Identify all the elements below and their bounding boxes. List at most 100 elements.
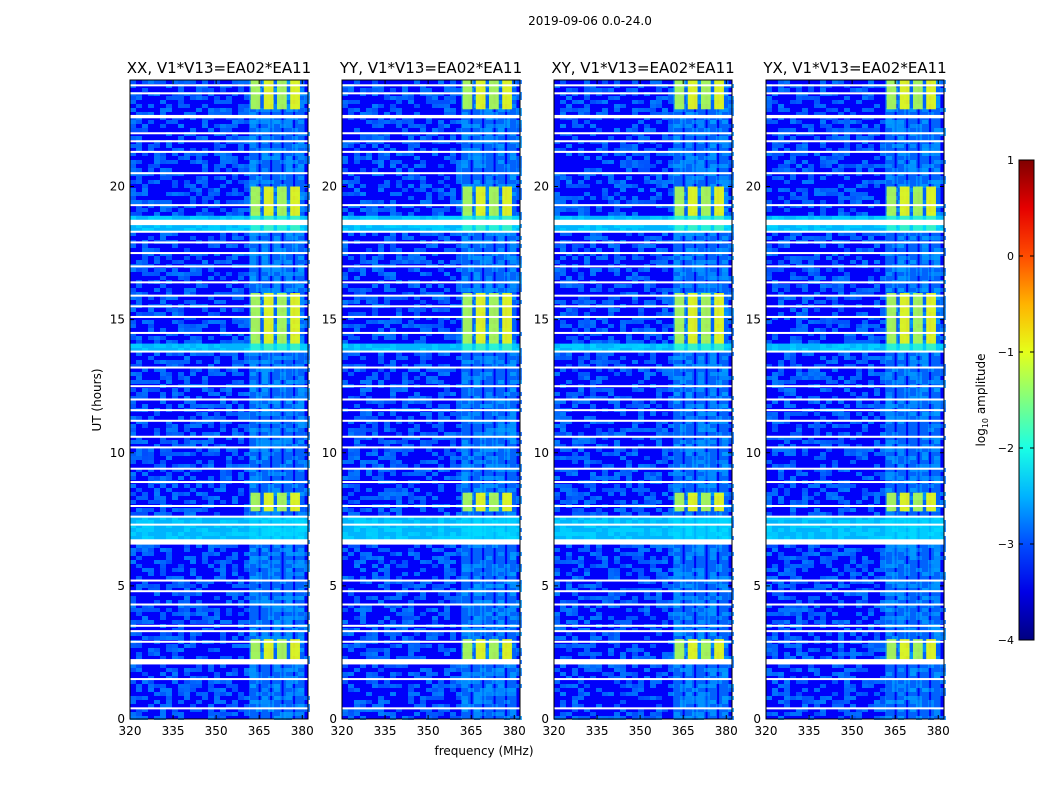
noise-cell [438, 192, 444, 196]
noise-cell [480, 676, 486, 680]
noise-cell [402, 120, 408, 124]
noise-cell [516, 552, 522, 556]
noise-cell [578, 184, 584, 188]
noise-cell [480, 136, 486, 140]
noise-cell [190, 668, 196, 672]
noise-cell [390, 440, 396, 444]
noise-cell [130, 332, 136, 336]
noise-cell [190, 620, 196, 624]
noise-cell [656, 104, 662, 108]
noise-cell [432, 712, 438, 716]
noise-cell [190, 128, 196, 132]
noise-cell [668, 176, 674, 180]
noise-cell [190, 340, 196, 344]
noise-cell [492, 484, 498, 488]
noise-cell [614, 200, 620, 204]
noise-cell [238, 424, 244, 428]
noise-cell [438, 380, 444, 384]
noise-cell [354, 396, 360, 400]
noise-cell [408, 420, 414, 424]
flagged-gap [130, 350, 308, 353]
noise-cell [136, 588, 142, 592]
noise-cell [638, 188, 644, 192]
noise-cell [408, 656, 414, 660]
noise-cell [390, 288, 396, 292]
noise-cell [280, 716, 286, 720]
noise-cell [184, 696, 190, 700]
noise-cell [304, 616, 310, 620]
noise-cell [414, 572, 420, 576]
noise-cell [662, 152, 668, 156]
noise-cell [396, 612, 402, 616]
noise-cell [348, 468, 354, 472]
noise-cell [184, 580, 190, 584]
noise-cell [414, 632, 420, 636]
noise-cell [202, 656, 208, 660]
noise-cell [178, 96, 184, 100]
noise-cell [280, 712, 286, 716]
flagged-gap [130, 315, 308, 318]
noise-cell [432, 636, 438, 640]
flagged-gap [342, 515, 520, 518]
noise-cell [590, 196, 596, 200]
noise-cell [390, 388, 396, 392]
noise-cell [214, 320, 220, 324]
noise-cell [142, 368, 148, 372]
noise-cell [366, 608, 372, 612]
noise-cell [584, 80, 590, 84]
noise-cell [572, 108, 578, 112]
noise-cell [268, 352, 274, 356]
noise-cell [366, 604, 372, 608]
noise-cell [348, 256, 354, 260]
noise-cell [728, 100, 734, 104]
noise-cell [372, 684, 378, 688]
noise-cell [142, 696, 148, 700]
flagged-gap [342, 294, 520, 297]
noise-cell [304, 248, 310, 252]
noise-cell [620, 144, 626, 148]
noise-cell [402, 584, 408, 588]
x-tick-label: 350 [205, 724, 228, 738]
noise-cell [178, 124, 184, 128]
noise-cell [130, 108, 136, 112]
noise-cell [280, 148, 286, 152]
noise-cell [420, 356, 426, 360]
noise-cell [304, 144, 310, 148]
noise-cell [142, 312, 148, 316]
noise-cell [148, 200, 154, 204]
noise-cell [372, 596, 378, 600]
noise-cell [232, 352, 238, 356]
noise-cell [238, 144, 244, 148]
noise-cell [142, 708, 148, 712]
noise-cell [354, 700, 360, 704]
noise-cell [292, 552, 298, 556]
noise-cell [178, 580, 184, 584]
noise-cell [620, 152, 626, 156]
noise-cell [384, 184, 390, 188]
noise-cell [516, 244, 522, 248]
noise-cell [130, 456, 136, 460]
noise-cell [450, 440, 456, 444]
noise-cell [426, 688, 432, 692]
flagged-gap [130, 84, 308, 87]
noise-cell [414, 284, 420, 288]
noise-cell [130, 232, 136, 236]
noise-cell [256, 160, 262, 164]
noise-cell [420, 352, 426, 356]
noise-cell [372, 672, 378, 676]
emission-block [250, 492, 261, 512]
noise-cell [408, 716, 414, 720]
noise-cell [692, 156, 698, 160]
noise-cell [492, 692, 498, 696]
flagged-gap [342, 132, 520, 135]
noise-cell [396, 316, 402, 320]
noise-cell [384, 332, 390, 336]
noise-cell [214, 712, 220, 716]
noise-cell [626, 176, 632, 180]
noise-cell [414, 80, 420, 84]
noise-cell [142, 496, 148, 500]
noise-cell [292, 372, 298, 376]
noise-cell [166, 372, 172, 376]
noise-cell [372, 296, 378, 300]
noise-cell [414, 104, 420, 108]
